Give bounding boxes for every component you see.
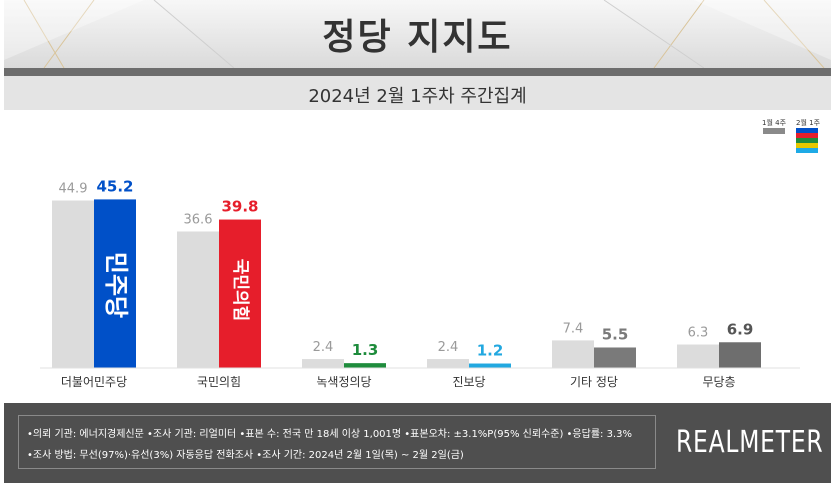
bar-previous	[677, 344, 719, 368]
legend-current-stripe	[796, 138, 818, 143]
category-label: 기타 정당	[570, 375, 618, 389]
democratic-party-logo: 민주당	[102, 252, 130, 318]
value-label-previous: 2.4	[438, 340, 459, 355]
category-label: 진보당	[452, 375, 485, 389]
bar-current	[219, 219, 261, 368]
value-label-previous: 6.3	[688, 326, 709, 341]
bar-current	[469, 363, 511, 368]
value-label-current: 1.2	[477, 342, 504, 360]
legend-current-swatch	[796, 128, 818, 153]
bar-previous	[552, 340, 594, 368]
value-label-current: 45.2	[96, 177, 133, 195]
bar-current	[594, 347, 636, 368]
value-label-previous: 36.6	[184, 212, 213, 227]
legend-current-stripe	[796, 143, 818, 148]
bar-current	[344, 363, 386, 368]
bar-current	[94, 199, 136, 368]
page-title: 정당 지지도	[322, 17, 513, 58]
category-label: 더불어민주당	[61, 375, 127, 389]
footer: •의뢰 기관: 에너지경제신문 •조사 기관: 리얼미터 •표본 수: 전국 만…	[4, 403, 831, 483]
category-label: 무당층	[702, 375, 735, 389]
legend-previous-label: 1월 4주	[762, 119, 787, 127]
header-divider	[4, 68, 831, 76]
people-power-party-logo: 국민의힘	[230, 259, 251, 322]
category-label: 녹색정의당	[316, 375, 371, 389]
header-banner: 정당 지지도	[4, 0, 831, 68]
bar-previous	[177, 231, 219, 368]
category-label: 국민의힘	[197, 375, 241, 389]
legend-current-stripe	[796, 148, 818, 153]
legend-current-label: 2월 1주	[796, 119, 821, 127]
legend: 1월 4주 2월 1주	[760, 118, 826, 158]
value-label-previous: 7.4	[563, 321, 584, 336]
value-label-previous: 2.4	[313, 340, 334, 355]
page-subtitle: 2024년 2월 1주차 주간집계	[308, 86, 527, 107]
bar-current	[719, 342, 761, 368]
value-label-current: 5.5	[602, 325, 629, 343]
bar-previous	[302, 359, 344, 368]
legend-current-stripe	[796, 128, 818, 133]
survey-info-box: •의뢰 기관: 에너지경제신문 •조사 기관: 리얼미터 •표본 수: 전국 만…	[18, 415, 656, 469]
survey-info-line-2: •조사 방법: 무선(97%)·유선(3%) 자동응답 전화조사 •조사 기간:…	[27, 450, 464, 461]
legend-current-stripe	[796, 133, 818, 138]
bar-previous	[52, 200, 94, 368]
value-label-current: 1.3	[352, 341, 379, 359]
value-label-previous: 44.9	[59, 182, 88, 197]
bar-previous	[427, 359, 469, 368]
subtitle-band: 2024년 2월 1주차 주간집계	[4, 76, 831, 110]
value-label-current: 39.8	[221, 198, 258, 216]
bar-chart: 44.9 45.2 더불어민주당 36.6 39.8 국민의힘 2.4 1.3 녹색정의당 2.4…	[40, 177, 800, 389]
value-label-current: 6.9	[727, 320, 754, 338]
survey-info-line-1: •의뢰 기관: 에너지경제신문 •조사 기관: 리얼미터 •표본 수: 전국 만…	[27, 429, 632, 440]
realmeter-logo: REALMETER	[676, 425, 824, 460]
header-decoration	[4, 0, 831, 68]
legend-previous-swatch	[763, 128, 785, 134]
